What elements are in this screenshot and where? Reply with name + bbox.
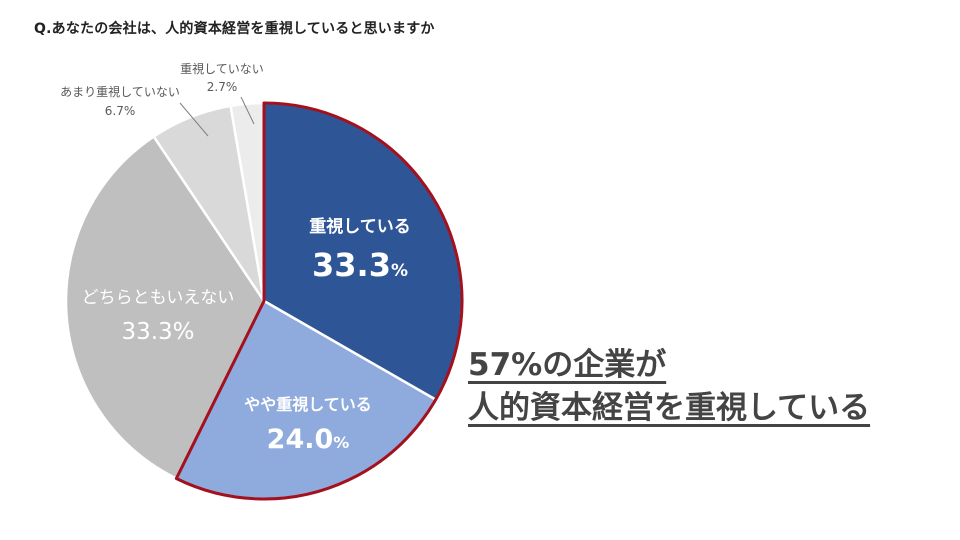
slice-value-2: 24.0%: [267, 424, 350, 455]
slice-label-2: やや重視している: [244, 395, 372, 414]
slice-value-3: 33.3%: [121, 319, 194, 345]
pie-slice-3: [64, 135, 266, 480]
headline: 57%の企業が 人的資本経営を重視している: [468, 344, 870, 430]
slice-value-4: 6.7%: [105, 104, 136, 118]
headline-line-1: 57%の企業が: [468, 347, 667, 383]
slice-label-5: 重視していない: [180, 61, 264, 76]
leader-line-4: [179, 102, 209, 137]
leader-line-5: [240, 96, 255, 125]
headline-line-2: 人的資本経営を重視している: [468, 389, 871, 426]
slice-label-1: 重視している: [309, 216, 411, 237]
highlight-outline: [174, 101, 464, 501]
slice-label-3: どちらともいえない: [82, 288, 235, 308]
slice-value-1: 33.3%: [312, 246, 408, 284]
slice-label-4: あまり重視していない: [60, 84, 180, 99]
slice-value-5: 2.7%: [207, 80, 238, 94]
question-title: Q.あなたの会社は、人的資本経営を重視していると思いますか: [34, 21, 435, 37]
